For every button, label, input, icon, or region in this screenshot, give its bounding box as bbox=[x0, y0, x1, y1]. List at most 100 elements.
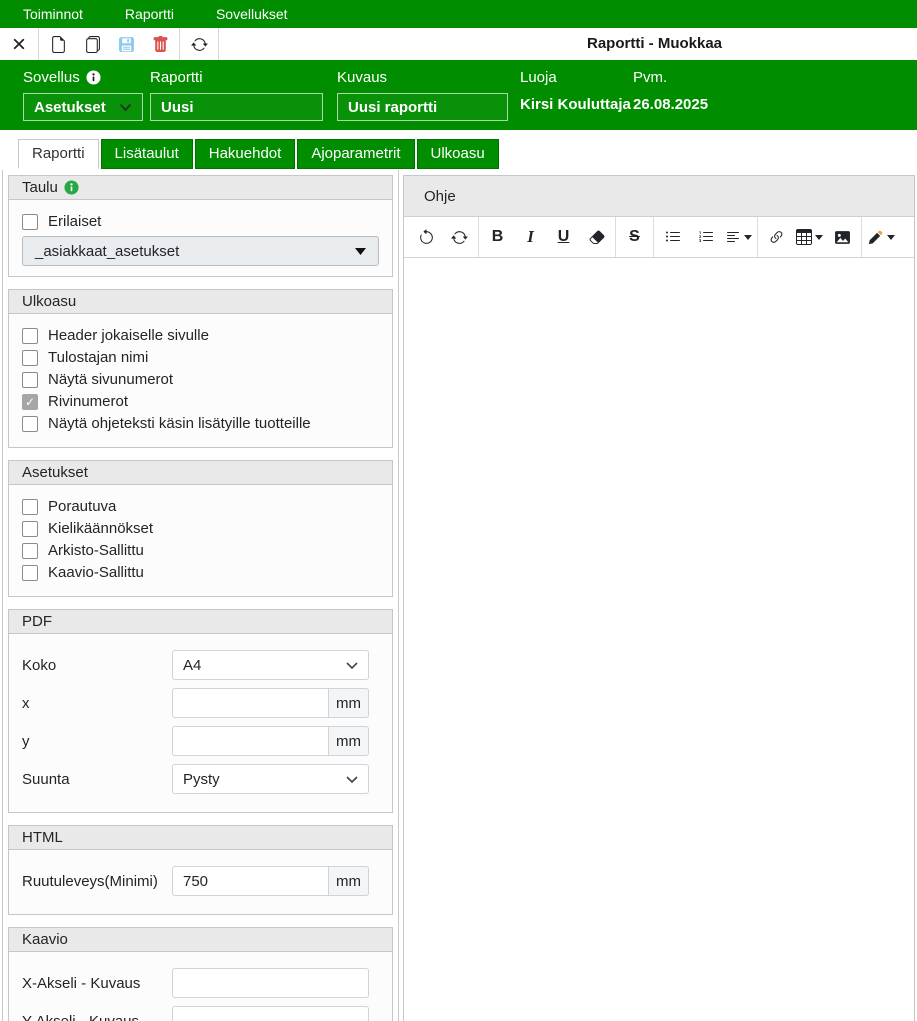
strikethrough-icon[interactable]: S bbox=[629, 228, 640, 245]
ohje-panel-title: Ohje bbox=[404, 176, 914, 217]
menu-raportti[interactable]: Raportti bbox=[124, 6, 174, 22]
checkbox-box[interactable] bbox=[22, 415, 38, 432]
checkbox-tulostajan-nimi[interactable]: Tulostajan nimi bbox=[22, 349, 379, 366]
tab-bar: Raportti Lisätaulut Hakuehdot Ajoparamet… bbox=[18, 139, 499, 169]
chevron-down-icon bbox=[346, 662, 358, 670]
save-icon[interactable] bbox=[109, 29, 143, 60]
x-akseli-row: X-Akseli - Kuvaus bbox=[22, 968, 379, 998]
info-icon[interactable] bbox=[86, 70, 101, 85]
checkbox-arkisto-sallittu[interactable]: Arkisto-Sallittu bbox=[22, 542, 379, 559]
x-label: x bbox=[22, 694, 30, 712]
x-input[interactable] bbox=[172, 688, 329, 718]
x-akseli-input[interactable] bbox=[172, 968, 369, 998]
ordered-list-icon[interactable] bbox=[689, 217, 722, 257]
section-kaavio: Kaavio X-Akseli - Kuvaus Y-Akseli - Kuva… bbox=[8, 927, 393, 1021]
menu-toiminnot[interactable]: Toiminnot bbox=[23, 6, 83, 22]
editor-group-strike: S bbox=[615, 217, 653, 257]
eraser-icon[interactable] bbox=[580, 217, 613, 257]
checkbox-porautuva[interactable]: Porautuva bbox=[22, 498, 379, 515]
image-icon[interactable] bbox=[826, 217, 859, 257]
toolbar-group-close bbox=[0, 28, 39, 60]
tab-hakuehdot[interactable]: Hakuehdot bbox=[194, 139, 296, 169]
kuvaus-label: Kuvaus bbox=[337, 69, 388, 86]
checkbox-kaavio-sallittu[interactable]: Kaavio-Sallittu bbox=[22, 564, 379, 581]
pdf-y-row: y mm bbox=[22, 726, 379, 756]
bold-icon[interactable]: B bbox=[491, 228, 504, 245]
chevron-down-icon bbox=[119, 99, 132, 116]
caret-down-icon bbox=[887, 234, 895, 240]
table-icon[interactable] bbox=[793, 217, 826, 257]
checkbox-box[interactable] bbox=[22, 393, 38, 410]
section-html-title: HTML bbox=[22, 829, 63, 846]
tab-ulkoasu[interactable]: Ulkoasu bbox=[416, 139, 499, 169]
checkbox-label: Näytä ohjeteksti käsin lisätyille tuotte… bbox=[48, 415, 311, 432]
table-select[interactable]: _asiakkaat_asetukset bbox=[22, 236, 379, 266]
unordered-list-icon[interactable] bbox=[656, 217, 689, 257]
raportti-input[interactable]: Uusi bbox=[150, 93, 323, 121]
ruutuleveys-input[interactable] bbox=[172, 866, 329, 896]
x-unit: mm bbox=[329, 688, 369, 718]
checkbox-box[interactable] bbox=[22, 564, 38, 581]
section-asetukset: Asetukset Porautuva Kielikäännökset Arki… bbox=[8, 460, 393, 597]
checkbox-box[interactable] bbox=[22, 371, 38, 388]
checkbox-header-jokaiselle[interactable]: Header jokaiselle sivulle bbox=[22, 327, 379, 344]
y-akseli-input[interactable] bbox=[172, 1006, 369, 1021]
checkbox-box[interactable] bbox=[22, 498, 38, 515]
pen-icon[interactable] bbox=[864, 217, 898, 257]
suunta-label: Suunta bbox=[22, 770, 70, 788]
pvm-label: Pvm. bbox=[633, 69, 668, 86]
checkbox-rivinumerot[interactable]: Rivinumerot bbox=[22, 393, 379, 410]
suunta-select[interactable]: Pysty bbox=[172, 764, 369, 794]
checkbox-label: Rivinumerot bbox=[48, 393, 129, 410]
editor-group-pen bbox=[861, 217, 900, 257]
sovellus-label: Sovellus bbox=[23, 69, 80, 86]
y-input[interactable] bbox=[172, 726, 329, 756]
pdf-koko-row: Koko A4 bbox=[22, 650, 379, 680]
trash-icon[interactable] bbox=[143, 29, 177, 60]
checkbox-box[interactable] bbox=[22, 349, 38, 366]
section-pdf-body: Koko A4 x mm y bbox=[9, 634, 392, 812]
koko-select[interactable]: A4 bbox=[172, 650, 369, 680]
checkbox-label: Kaavio-Sallittu bbox=[48, 564, 144, 581]
chevron-down-icon bbox=[346, 776, 358, 784]
section-asetukset-title: Asetukset bbox=[22, 464, 88, 481]
refresh-icon[interactable] bbox=[182, 29, 216, 60]
raportti-input-value: Uusi bbox=[161, 98, 194, 116]
link-icon[interactable] bbox=[760, 217, 793, 257]
tab-raportti[interactable]: Raportti bbox=[18, 139, 99, 169]
underline-icon[interactable]: U bbox=[557, 228, 570, 245]
redo-icon[interactable] bbox=[443, 217, 476, 257]
checkbox-box[interactable] bbox=[22, 542, 38, 559]
toolbar-group-file bbox=[39, 28, 180, 60]
checkbox-nayta-ohjeteksti[interactable]: Näytä ohjeteksti käsin lisätyille tuotte… bbox=[22, 415, 379, 432]
section-html-header: HTML bbox=[9, 826, 392, 850]
checkbox-nayta-sivunumerot[interactable]: Näytä sivunumerot bbox=[22, 371, 379, 388]
section-kaavio-header: Kaavio bbox=[9, 928, 392, 952]
tab-lisataulut[interactable]: Lisätaulut bbox=[100, 139, 193, 169]
editor-content[interactable] bbox=[404, 258, 914, 1021]
checkbox-box[interactable] bbox=[22, 520, 38, 537]
section-ulkoasu-title: Ulkoasu bbox=[22, 293, 77, 310]
luoja-label: Luoja bbox=[520, 69, 557, 86]
section-asetukset-body: Porautuva Kielikäännökset Arkisto-Sallit… bbox=[9, 485, 392, 596]
checkbox-box[interactable] bbox=[22, 213, 38, 230]
undo-icon[interactable] bbox=[410, 217, 443, 257]
caret-down-icon bbox=[815, 234, 823, 240]
new-document-icon[interactable] bbox=[41, 29, 75, 60]
checkbox-erilaiset[interactable]: Erilaiset bbox=[22, 213, 379, 230]
checkbox-label: Näytä sivunumerot bbox=[48, 371, 174, 388]
sovellus-select[interactable]: Asetukset bbox=[23, 93, 143, 121]
checkbox-box[interactable] bbox=[22, 327, 38, 344]
checkbox-kielikaannokset[interactable]: Kielikäännökset bbox=[22, 520, 379, 537]
menu-sovellukset[interactable]: Sovellukset bbox=[215, 6, 288, 22]
close-icon[interactable] bbox=[2, 29, 36, 60]
kuvaus-input[interactable]: Uusi raportti bbox=[337, 93, 508, 121]
table-select-value: _asiakkaat_asetukset bbox=[35, 242, 180, 260]
italic-icon[interactable]: I bbox=[527, 227, 534, 246]
align-icon[interactable] bbox=[722, 217, 755, 257]
checkbox-label: Tulostajan nimi bbox=[48, 349, 149, 366]
info-icon[interactable] bbox=[64, 180, 79, 195]
tab-ajoparametrit[interactable]: Ajoparametrit bbox=[297, 139, 415, 169]
copy-icon[interactable] bbox=[75, 29, 109, 60]
